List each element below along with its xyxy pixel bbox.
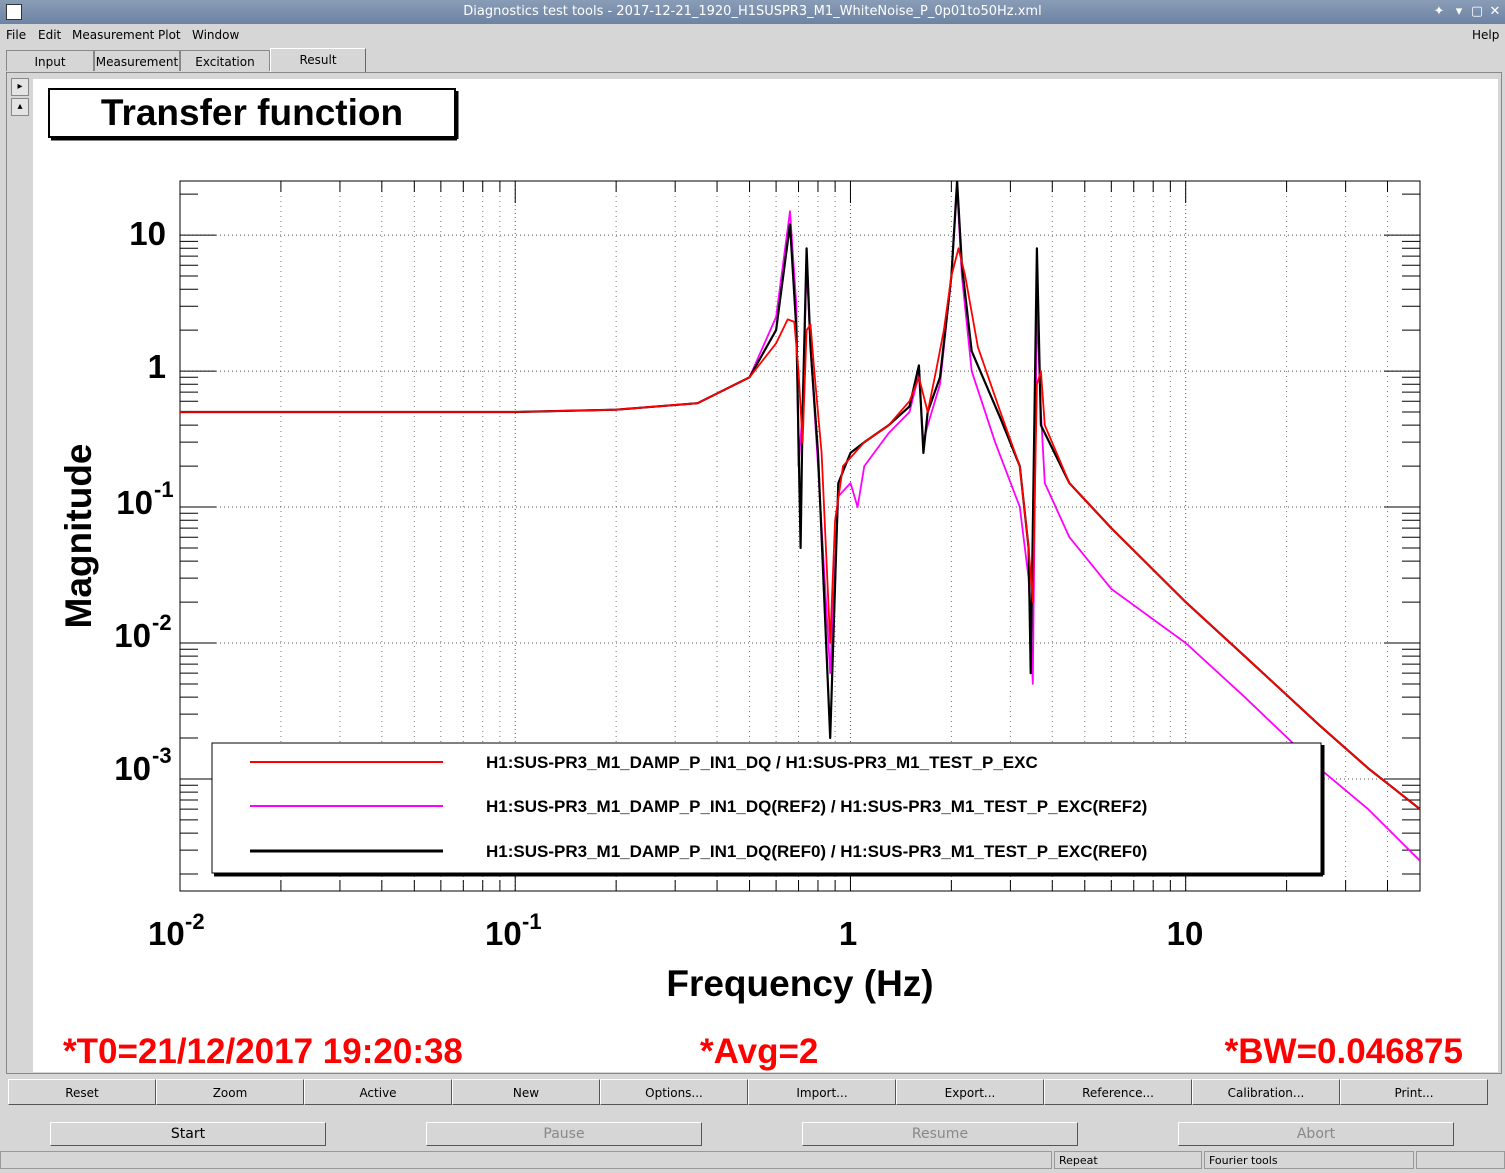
curves [180, 181, 1420, 862]
y-tick-label: 10 [129, 215, 166, 252]
status-fourier: Fourier tools [1204, 1151, 1414, 1169]
status-main [0, 1151, 1052, 1169]
pause-button[interactable]: Pause [426, 1122, 702, 1146]
y-tick-exp: -2 [152, 610, 172, 635]
window-icon[interactable] [6, 4, 22, 20]
transfer-function-plot[interactable]: Transfer function 10 1 10 -1 10 -2 10 -3… [33, 79, 1498, 1072]
options-button[interactable]: Options... [600, 1079, 748, 1105]
menu-bar: File Edit Measurement Plot Window Help [0, 24, 1505, 46]
pad-selector: ▸ ▴ [11, 78, 29, 118]
status-extra [1416, 1151, 1505, 1169]
menu-help[interactable]: Help [1472, 28, 1500, 42]
menu-window[interactable]: Window [192, 28, 240, 42]
close-icon[interactable]: ✕ [1489, 4, 1501, 19]
tab-excitation[interactable]: Excitation [180, 50, 270, 71]
tab-result[interactable]: Result [270, 48, 366, 73]
menu-edit[interactable]: Edit [38, 28, 62, 42]
start-button[interactable]: Start [50, 1122, 326, 1146]
window-titlebar: Diagnostics test tools - 2017-12-21_1920… [0, 0, 1505, 24]
x-tick-label: 10 [148, 915, 185, 952]
avg-label: *Avg=2 [700, 1032, 818, 1071]
bw-label: *BW=0.046875 [1225, 1032, 1463, 1071]
maximize-icon[interactable]: ▢ [1470, 4, 1484, 19]
x-tick-labels: 10 -2 10 -1 1 10 [148, 909, 1203, 952]
y-tick-exp: -3 [152, 743, 172, 768]
print-button[interactable]: Print... [1340, 1079, 1488, 1105]
window-title: Diagnostics test tools - 2017-12-21_1920… [463, 4, 1042, 19]
menu-measurement[interactable]: Measurement [72, 28, 155, 42]
pin-icon[interactable]: ✦ [1433, 4, 1445, 19]
plot-title-box [48, 88, 456, 138]
abort-button[interactable]: Abort [1178, 1122, 1454, 1146]
x-axis-title: Frequency (Hz) [666, 963, 933, 1004]
menu-plot[interactable]: Plot [158, 28, 181, 42]
x-tick-label: 10 [485, 915, 522, 952]
t0-label: *T0=21/12/2017 19:20:38 [63, 1032, 463, 1071]
export-button[interactable]: Export... [896, 1079, 1044, 1105]
calibration-button[interactable]: Calibration... [1192, 1079, 1340, 1105]
menu-file[interactable]: File [6, 28, 27, 42]
legend-entry: H1:SUS-PR3_M1_DAMP_P_IN1_DQ(REF0) / H1:S… [486, 842, 1147, 861]
resume-button[interactable]: Resume [802, 1122, 1078, 1146]
y-tick-exp: -1 [154, 477, 174, 502]
axis-ticks [179, 181, 1421, 891]
y-axis-title: Magnitude [58, 444, 99, 629]
minimize-icon[interactable]: ▾ [1455, 4, 1463, 19]
y-tick-label: 10 [114, 617, 151, 654]
tab-measurement[interactable]: Measurement [94, 50, 180, 71]
new-button[interactable]: New [452, 1079, 600, 1105]
legend-entry: H1:SUS-PR3_M1_DAMP_P_IN1_DQ / H1:SUS-PR3… [486, 753, 1038, 772]
import-button[interactable]: Import... [748, 1079, 896, 1105]
y-tick-label: 1 [148, 348, 166, 385]
legend-entry: H1:SUS-PR3_M1_DAMP_P_IN1_DQ(REF2) / H1:S… [486, 797, 1147, 816]
arrow-right-icon[interactable]: ▸ [11, 78, 29, 96]
x-tick-exp: -1 [522, 909, 542, 934]
series-line-2 [180, 181, 1420, 810]
arrow-up-icon[interactable]: ▴ [11, 98, 29, 116]
plot-canvas[interactable]: Transfer function 10 1 10 -1 10 -2 10 -3… [33, 79, 1498, 1072]
plot-frame [179, 180, 1421, 892]
x-tick-label: 1 [839, 915, 857, 952]
zoom-button[interactable]: Zoom [156, 1079, 304, 1105]
reset-button[interactable]: Reset [8, 1079, 156, 1105]
y-tick-label: 10 [114, 750, 151, 787]
y-tick-label: 10 [116, 484, 153, 521]
result-frame [6, 72, 1502, 1074]
x-tick-label: 10 [1167, 915, 1204, 952]
tab-input[interactable]: Input [6, 50, 94, 71]
status-repeat: Repeat [1054, 1151, 1202, 1169]
x-tick-exp: -2 [185, 909, 205, 934]
reference-button[interactable]: Reference... [1044, 1079, 1192, 1105]
plot-title: Transfer function [101, 92, 403, 133]
series-line-0 [180, 247, 1420, 810]
legend: H1:SUS-PR3_M1_DAMP_P_IN1_DQ / H1:SUS-PR3… [211, 742, 1325, 877]
active-button[interactable]: Active [304, 1079, 452, 1105]
y-tick-labels: 10 1 10 -1 10 -2 10 -3 [114, 215, 173, 787]
